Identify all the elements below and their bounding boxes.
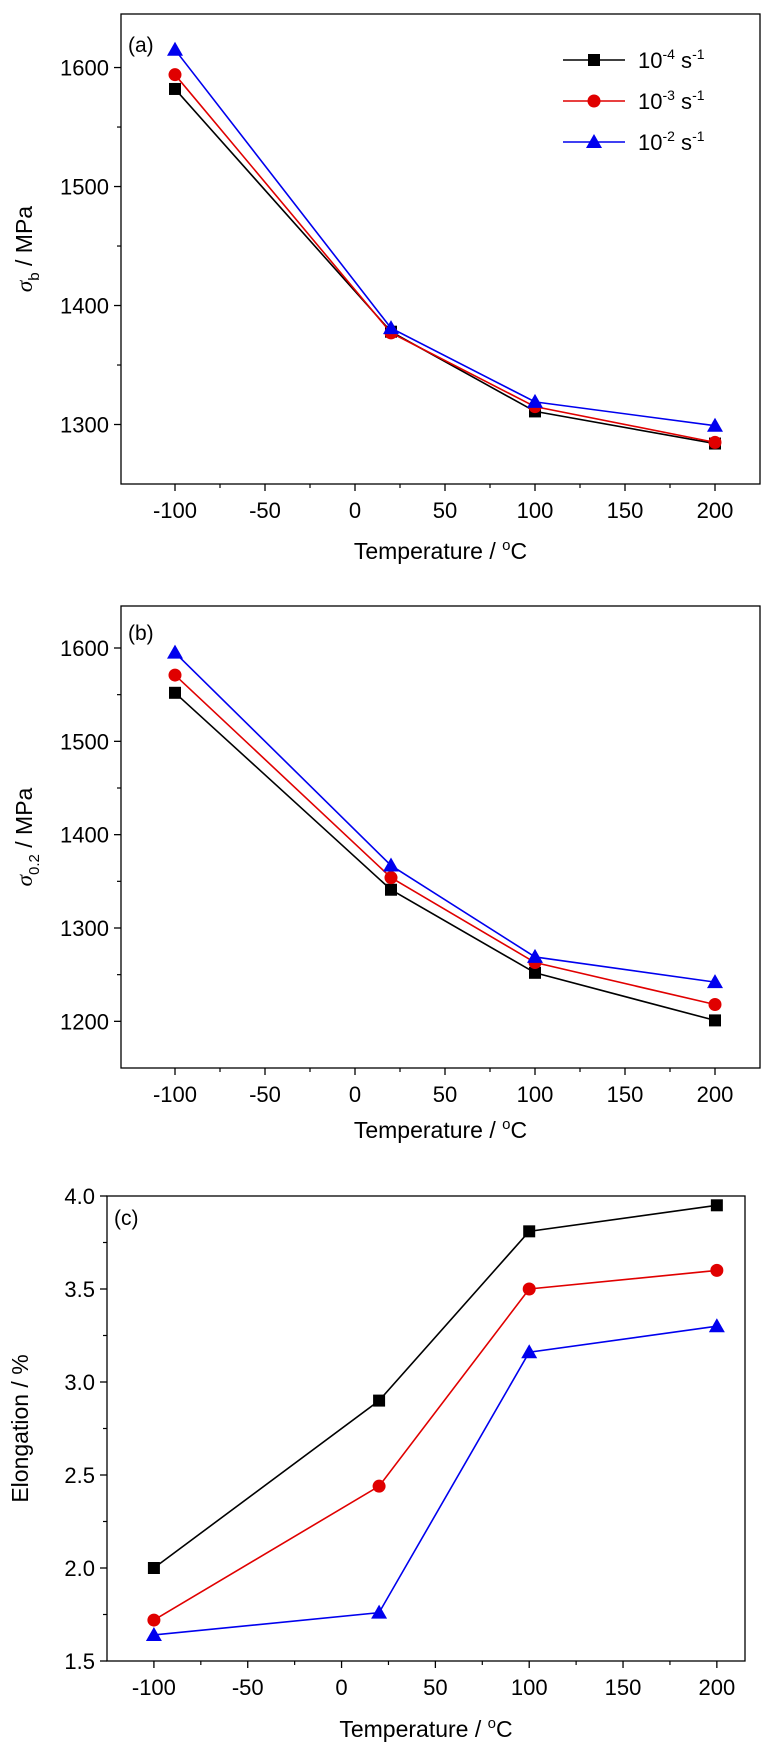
x-tick-label: 0 bbox=[335, 1675, 347, 1700]
data-point-triangle bbox=[383, 320, 399, 335]
x-tick-label: 150 bbox=[605, 1675, 642, 1700]
y-axis-title: σb / MPa bbox=[11, 206, 43, 292]
data-point-triangle bbox=[521, 1344, 538, 1359]
x-tick-label: -100 bbox=[153, 498, 197, 523]
y-tick-label: 3.5 bbox=[64, 1277, 95, 1302]
series-line bbox=[174, 49, 716, 427]
data-point-circle bbox=[168, 668, 182, 682]
x-tick-label: 150 bbox=[607, 1082, 644, 1107]
x-axis-title: Temperature / oC bbox=[339, 1715, 512, 1742]
data-point-triangle bbox=[707, 974, 723, 989]
data-point-square bbox=[169, 82, 181, 95]
data-point-square bbox=[169, 686, 181, 699]
y-tick-label: 4.0 bbox=[64, 1184, 95, 1209]
data-point-triangle bbox=[586, 134, 602, 148]
y-axis-title: Elongation / % bbox=[7, 1354, 33, 1502]
data-point-square bbox=[710, 1199, 723, 1212]
plot-frame bbox=[120, 605, 761, 1069]
legend-label: 10-4 s-1 bbox=[638, 46, 705, 73]
panel-label: (c) bbox=[114, 1207, 139, 1230]
y-tick-label: 2.0 bbox=[64, 1556, 95, 1581]
data-point-triangle bbox=[371, 1604, 388, 1619]
data-point-circle bbox=[168, 68, 182, 82]
chart-panel-a: -100 -50 0 50 100 150 200 1300 1400 1500 1600 Tempe… bbox=[11, 13, 761, 564]
x-tick-label: 50 bbox=[433, 498, 457, 523]
y-tick-label: 1500 bbox=[60, 729, 109, 754]
data-point-square bbox=[147, 1562, 160, 1574]
data-point-triangle bbox=[167, 644, 183, 659]
data-point-circle bbox=[522, 1282, 536, 1296]
x-tick-label: -100 bbox=[132, 1675, 176, 1700]
x-tick-label: 100 bbox=[517, 498, 554, 523]
data-point-triangle bbox=[707, 417, 723, 432]
x-tick-label: -50 bbox=[232, 1675, 264, 1700]
data-point-circle bbox=[708, 998, 722, 1012]
series-line bbox=[153, 1325, 717, 1636]
plot-frame bbox=[120, 13, 761, 485]
y-tick-label: 1300 bbox=[60, 916, 109, 941]
x-axis-title: Temperature / oC bbox=[354, 537, 527, 564]
series-line bbox=[174, 692, 716, 1022]
y-tick-label: 1400 bbox=[60, 294, 109, 319]
data-point-square bbox=[523, 1225, 536, 1238]
data-point-circle bbox=[384, 871, 398, 885]
data-point-circle bbox=[147, 1613, 161, 1627]
chart-panel-b: -100 -50 0 50 100 150 200 1200 1300 1400 1500 1600 T… bbox=[11, 605, 761, 1143]
legend: 10-4 s-1 10-3 s-1 10-2 s-1 bbox=[563, 46, 705, 155]
x-tick-label: 0 bbox=[349, 498, 361, 523]
data-point-triangle bbox=[708, 1318, 725, 1333]
legend-label: 10-2 s-1 bbox=[638, 128, 705, 155]
y-tick-label: 1.5 bbox=[64, 1649, 95, 1674]
x-tick-label: 150 bbox=[607, 498, 644, 523]
series-line bbox=[153, 1204, 717, 1569]
chart-panel-c: -100 -50 0 50 100 150 200 1.5 2.0 2.5 3.0 3.5 4.0 Tem… bbox=[7, 1184, 746, 1742]
y-tick-label: 2.5 bbox=[64, 1463, 95, 1488]
x-tick-label: -50 bbox=[249, 498, 281, 523]
x-axis-title: Temperature / oC bbox=[354, 1116, 527, 1143]
y-tick-label: 1300 bbox=[60, 413, 109, 438]
data-point-square bbox=[588, 54, 600, 66]
data-point-triangle bbox=[383, 857, 399, 872]
data-point-triangle bbox=[527, 393, 543, 408]
y-tick-label: 1600 bbox=[60, 636, 109, 661]
x-tick-label: 200 bbox=[697, 498, 734, 523]
data-point-square bbox=[529, 966, 541, 979]
y-tick-label: 3.0 bbox=[64, 1370, 95, 1395]
data-point-square bbox=[709, 1014, 721, 1027]
x-tick-label: 200 bbox=[698, 1675, 735, 1700]
data-point-triangle bbox=[145, 1626, 162, 1641]
data-point-circle bbox=[372, 1479, 386, 1493]
data-point-triangle bbox=[527, 948, 543, 963]
x-tick-label: 100 bbox=[511, 1675, 548, 1700]
y-axis-title: σ0.2 / MPa bbox=[11, 787, 43, 886]
legend-label: 10-3 s-1 bbox=[638, 87, 705, 114]
x-tick-label: 100 bbox=[517, 1082, 554, 1107]
x-tick-label: 200 bbox=[697, 1082, 734, 1107]
series-line bbox=[174, 74, 716, 444]
data-point-circle bbox=[587, 94, 601, 108]
y-tick-label: 1400 bbox=[60, 823, 109, 848]
data-point-circle bbox=[708, 435, 722, 449]
series-line bbox=[174, 652, 716, 983]
x-tick-label: -50 bbox=[249, 1082, 281, 1107]
y-tick-label: 1500 bbox=[60, 175, 109, 200]
panel-label: (b) bbox=[128, 622, 154, 645]
data-point-triangle bbox=[167, 41, 183, 56]
series-line bbox=[174, 674, 716, 1006]
y-tick-label: 1200 bbox=[60, 1009, 109, 1034]
x-tick-label: 0 bbox=[349, 1082, 361, 1107]
data-point-square bbox=[373, 1394, 386, 1407]
x-tick-label: 50 bbox=[423, 1675, 447, 1700]
panel-label: (a) bbox=[128, 34, 154, 57]
data-point-circle bbox=[710, 1263, 724, 1277]
series-line bbox=[174, 88, 716, 445]
x-tick-label: 50 bbox=[433, 1082, 457, 1107]
x-tick-label: -100 bbox=[153, 1082, 197, 1107]
data-point-square bbox=[385, 883, 397, 896]
series-line bbox=[153, 1269, 717, 1621]
y-tick-label: 1600 bbox=[60, 56, 109, 81]
